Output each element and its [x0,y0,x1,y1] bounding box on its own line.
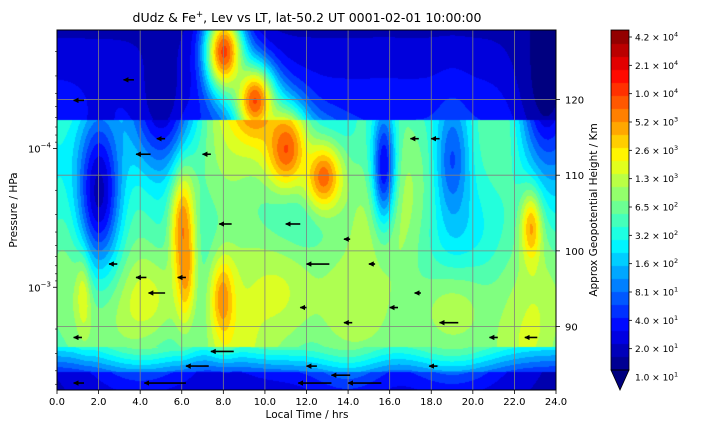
y-axis-right-label: Approx Geopotential Height / Km [588,123,600,296]
x-tick-label: 22.0 [503,397,525,408]
x-tick-label: 20.0 [462,397,484,408]
colorbar-tick-label: 1.0 × 104 [635,87,678,100]
x-tick-label: 14.0 [337,397,359,408]
colorbar: 1.0 × 101 2.0 × 101 4.0 × 101 8.1 × 101 1.6 … [610,29,678,391]
colorbar-tick-label: 3.2 × 102 [635,229,678,242]
x-tick-label: 10.0 [254,397,276,408]
colorbar-tick-label: 2.0 × 101 [635,342,678,355]
y-right-tick-label: 90 [565,322,578,333]
wind-arrows [73,77,538,386]
colorbar-tick-label: 4.0 × 101 [635,314,678,327]
colorbar-frame [610,29,630,371]
x-tick-label: 18.0 [420,397,442,408]
colorbar-tick-label: 1.3 × 103 [635,172,678,185]
y-right-tick-label: 110 [565,171,584,182]
y-tick-label: 10−4 [28,141,52,155]
colorbar-tick-label: 6.5 × 102 [635,201,678,214]
y-axis-left: 10−4 10−3 [28,51,57,385]
colorbar-tick-label: 1.6 × 102 [635,257,678,270]
colorbar-tick-label: 5.2 × 103 [635,116,678,129]
x-tick-label: 24.0 [545,397,567,408]
x-tick-label: 16.0 [379,397,401,408]
y-axis-label: Pressure / HPa [8,172,20,247]
x-tick-label: 6.0 [174,397,190,408]
chart-title: dUdz & Fe+, Lev vs LT, lat-50.2 UT 0001-… [133,10,482,25]
x-tick-label: 4.0 [132,397,148,408]
y-axis-right: 120 110 100 90 [556,96,584,333]
y-tick-label: 10−3 [28,280,51,294]
colorbar-extend-triangle [610,369,630,391]
colorbar-tick-label: 1.0 × 101 [635,371,678,384]
colorbar-ticks: 1.0 × 101 2.0 × 101 4.0 × 101 8.1 × 101 1.6 … [629,31,678,384]
colorbar-tick-label: 8.1 × 101 [635,286,678,299]
plot-area [56,29,557,391]
x-tick-label: 12.0 [295,397,317,408]
y-right-tick-label: 120 [565,96,584,107]
x-axis-label: Local Time / hrs [266,409,349,421]
colorbar-tick-label: 2.6 × 103 [635,144,678,157]
x-axis: 0.0 2.0 4.0 6.0 8.0 10.0 12.0 14.0 16.0 18.0 20.0 2… [49,390,567,408]
colorbar-tick-label: 4.2 × 104 [635,31,678,44]
title-superscript: + [196,10,203,20]
y-right-tick-label: 100 [565,247,584,258]
gridlines [57,30,556,390]
x-tick-label: 2.0 [91,397,107,408]
colorbar-tick-label: 2.1 × 104 [635,59,678,72]
x-tick-label: 0.0 [49,397,65,408]
colorbar-gradient [611,30,629,370]
x-tick-label: 8.0 [215,397,231,408]
